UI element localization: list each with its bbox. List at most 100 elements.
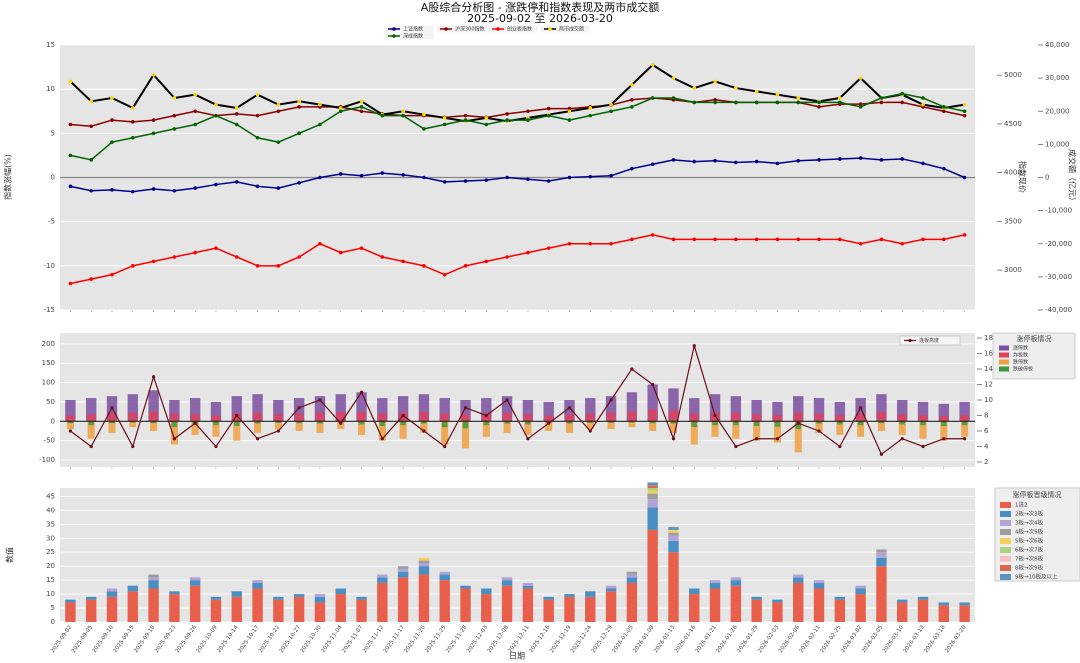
bar [712,421,718,426]
bar-segment [647,485,658,488]
point [276,429,280,433]
bar [107,413,117,422]
point [484,413,488,418]
point [879,158,884,162]
bar [836,421,844,435]
point [422,429,426,433]
legend-swatch [1000,529,1011,535]
point [859,406,863,410]
point [650,162,655,167]
bar [440,413,450,422]
bar [753,421,761,441]
point [422,175,426,180]
point [526,109,530,114]
bar [170,421,178,445]
bar-segment [959,605,970,622]
point [546,179,551,183]
bar [959,401,970,422]
point [255,113,260,118]
point [692,159,697,164]
bar [399,421,407,439]
legend-label: 两市成交额 [559,26,584,33]
bar-segment [439,574,450,581]
point [900,437,904,441]
point [754,159,759,164]
point [900,100,905,105]
x-tick-label: 2025-09-02 [50,625,73,655]
point [338,172,343,176]
point [796,158,801,163]
point [130,135,135,140]
tick-label: 200 [42,340,55,348]
bar [649,421,657,431]
tick-label: 16 [984,350,993,358]
point [463,179,468,183]
bar [337,421,345,430]
bar-segment [418,566,430,575]
bar [189,398,201,422]
tick-label: 12 [984,381,993,389]
bar [504,421,510,424]
bar [234,421,240,426]
bar-segment [709,588,721,622]
point [526,118,530,122]
point [858,76,863,80]
bar-segment [356,599,367,622]
point [775,92,780,97]
legend-label: 沪深300指数 [455,26,485,33]
bar [897,414,907,422]
bar-segment [314,602,326,622]
point [151,118,156,122]
point [463,264,468,268]
bar [899,421,905,425]
chart-title: A股综合分析图 - 涨跌停和指数表现及两市成交额 [421,0,660,14]
x-tick-label: 2026-01-16 [674,624,698,654]
bar [461,414,470,422]
bar-segment [522,588,534,622]
point [692,86,697,90]
bar-segment [106,588,118,592]
bar-segment [813,582,825,589]
bar [919,421,927,439]
bar-segment [647,493,658,500]
bar [813,398,825,422]
bar-segment [709,582,721,589]
bar-segment [813,588,825,622]
bar [793,396,804,422]
point [692,100,697,105]
bar [961,421,969,437]
point [567,175,572,180]
bar-segment [148,580,159,589]
x-tick-label: 2025-10-17 [237,624,261,654]
bar [669,421,678,433]
point [838,96,842,100]
bar [793,412,803,422]
legend-marker [908,338,912,343]
tick-label: -30,000 [1045,273,1072,281]
bar-segment [377,577,388,583]
bar [275,421,282,423]
point [962,175,967,180]
bar [689,413,699,422]
bar-segment [876,549,887,553]
bar [442,421,448,428]
legend-label: 5板→次6板 [1015,537,1044,545]
point [193,250,197,255]
bar-segment [855,588,866,595]
bar-segment [210,599,222,622]
tick-label: -10 [44,262,55,270]
bar [190,414,200,422]
legend-title: 涨停板晋级情况 [1013,490,1062,499]
legend-marker [392,34,396,38]
point [547,421,551,425]
bar-segment [855,594,866,622]
legend-label: 炸板数 [1013,352,1028,359]
point [338,250,343,255]
point [546,246,551,250]
legend-label: 3板→次4板 [1015,519,1044,527]
bar [648,409,658,422]
point [214,113,218,118]
bar-segment [897,599,908,603]
bar [253,412,262,422]
legend-box [540,25,590,33]
